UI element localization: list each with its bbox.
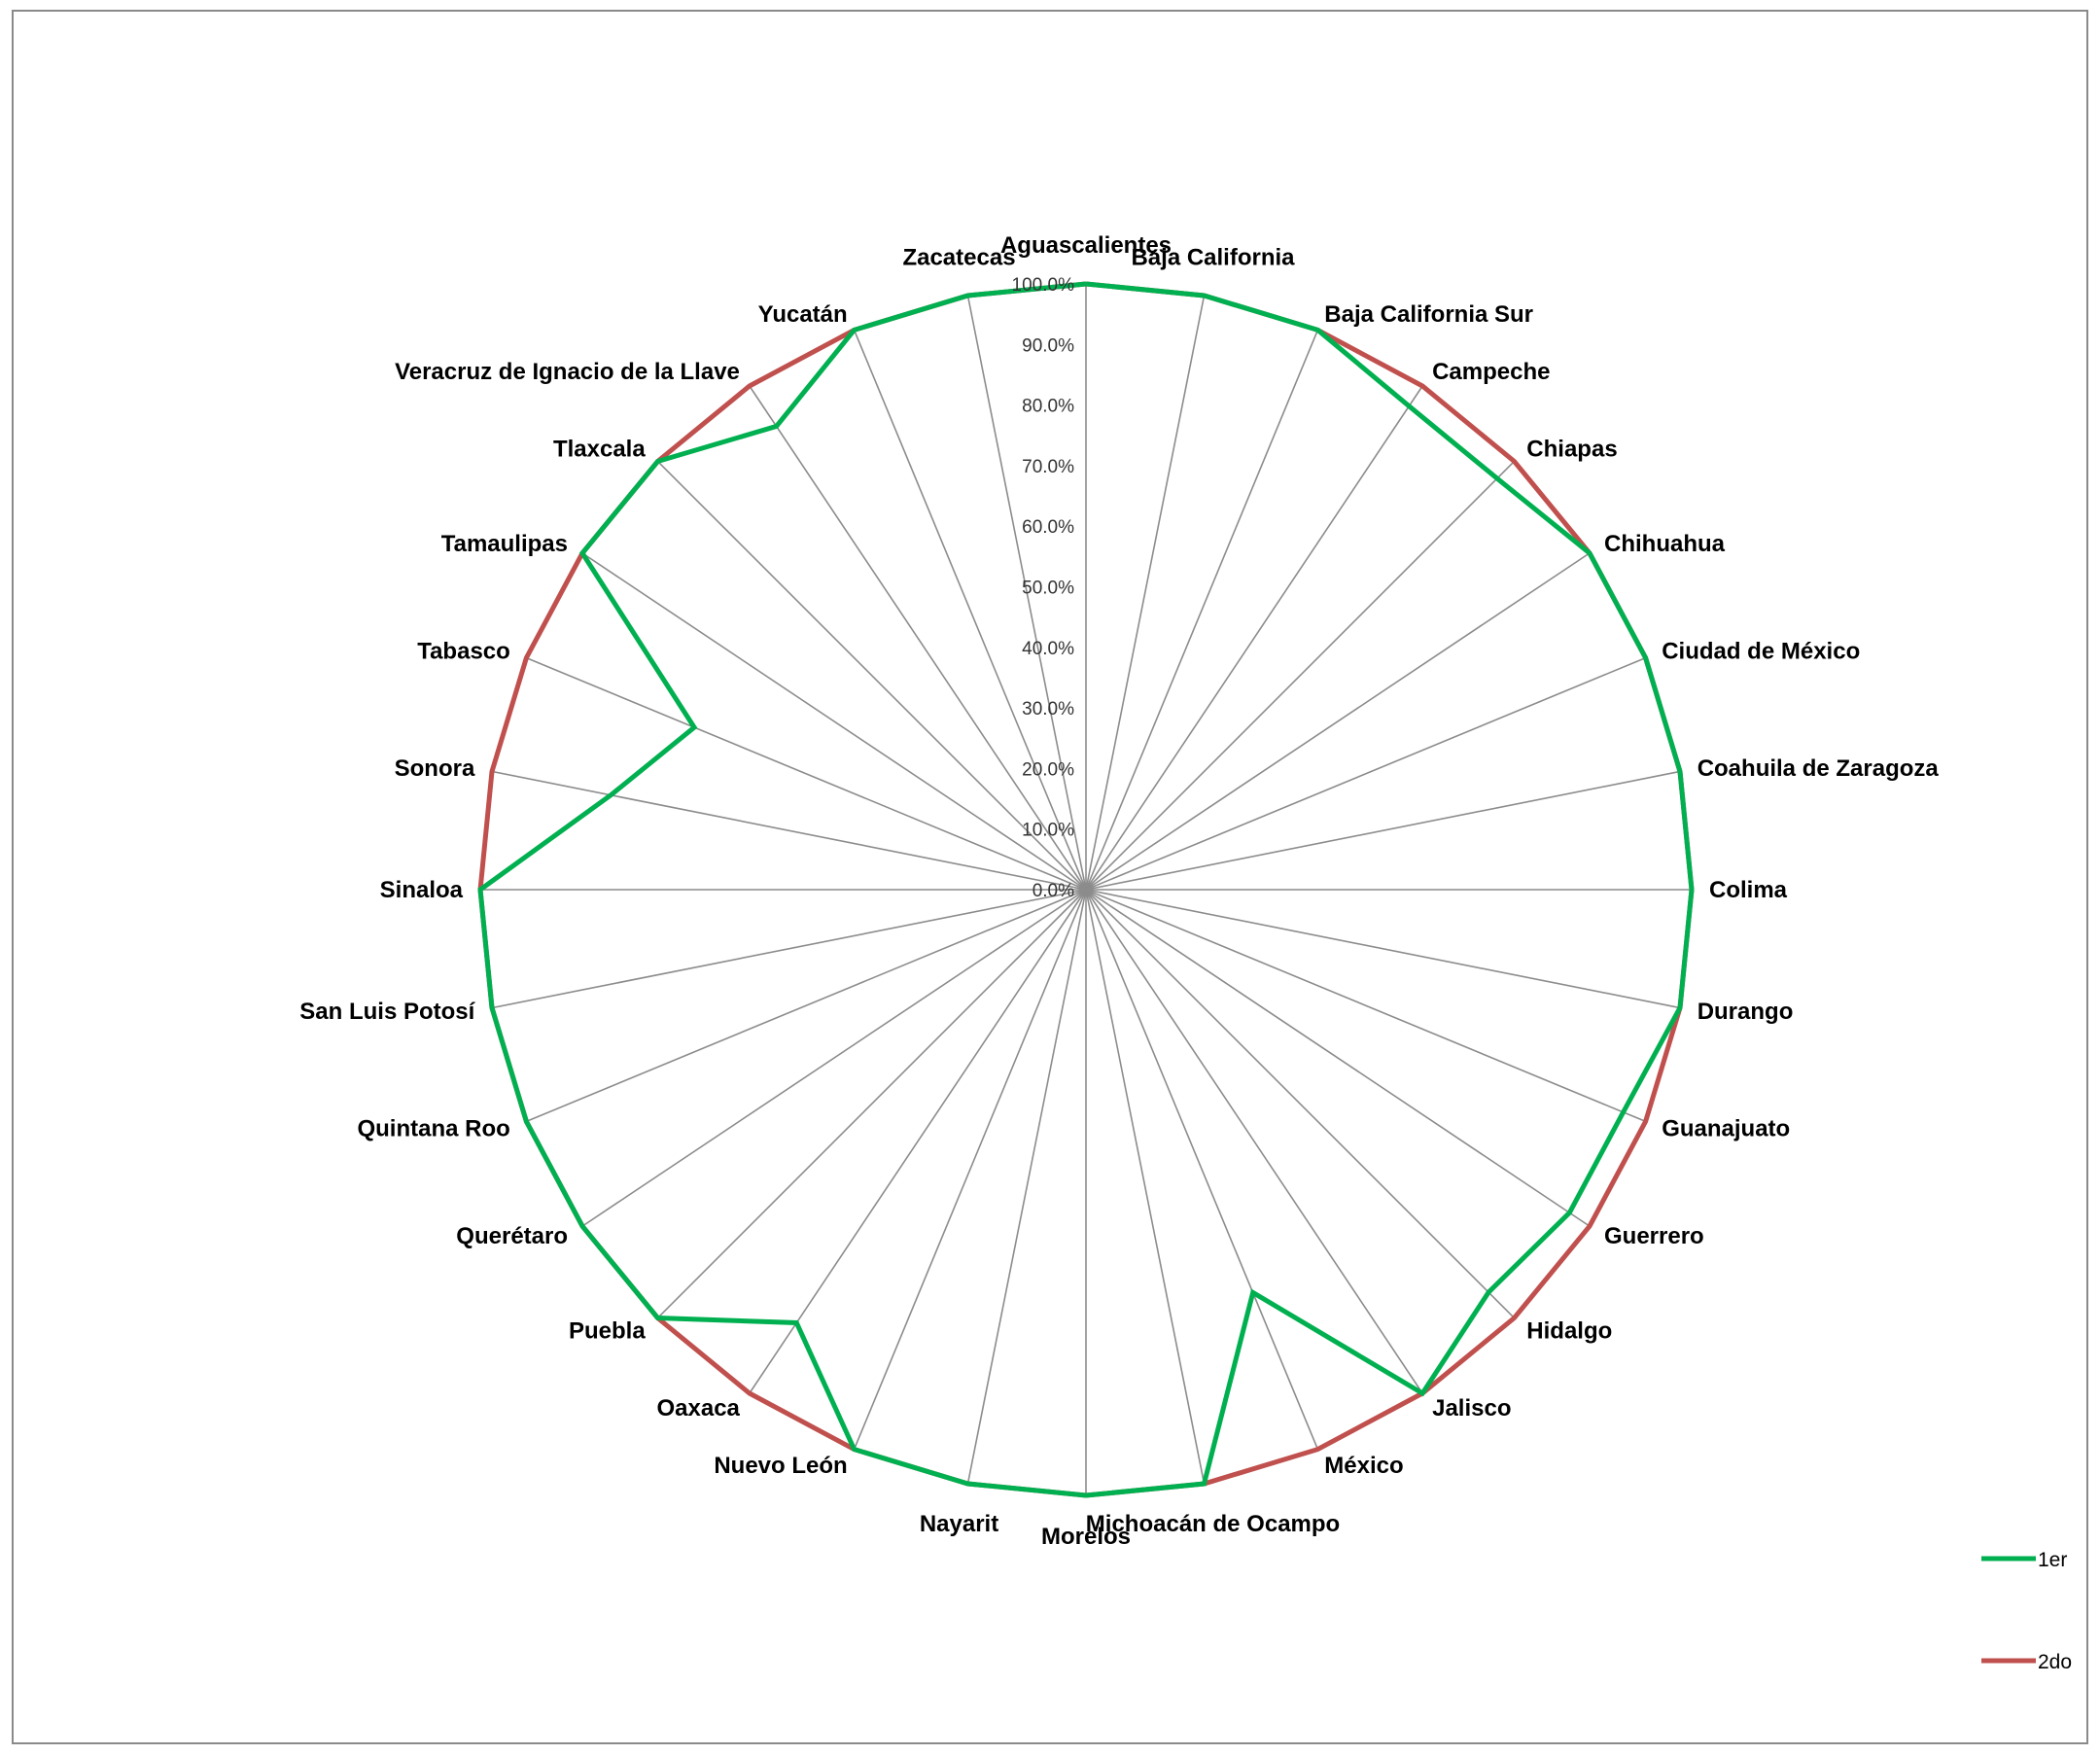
category-label: Jalisco xyxy=(1432,1395,1511,1422)
radar-spoke xyxy=(1085,656,1646,891)
radar-spoke xyxy=(1085,552,1591,891)
radar-spoke xyxy=(491,770,1087,891)
radar-spoke xyxy=(1085,385,1423,891)
radar-spoke xyxy=(656,460,1087,891)
legend-label: 1er xyxy=(2038,1549,2067,1571)
radar-spoke xyxy=(1085,295,1206,891)
category-label: Yucatán xyxy=(758,301,848,328)
chart-frame: 0.0% 10.0% 20.0% 30.0% 40.0% 50.0% 60.0% 70.0% 8… xyxy=(12,10,2088,1744)
category-label: Guanajuato xyxy=(1662,1115,1790,1141)
radial-tick-labels: 0.0% 10.0% 20.0% 30.0% 40.0% 50.0% 60.0% 70.0% 8… xyxy=(1012,275,1075,901)
radar-spoke xyxy=(853,889,1087,1450)
category-label: Puebla xyxy=(569,1317,646,1344)
tick-label: 40.0% xyxy=(1022,639,1074,659)
tick-label: 100.0% xyxy=(1012,275,1075,296)
radar-spoke xyxy=(749,889,1087,1394)
category-label: México xyxy=(1324,1453,1403,1479)
category-label: Tlaxcala xyxy=(553,437,646,463)
legend: 1er 2do xyxy=(1981,1549,2072,1673)
category-label: Aguascalientes xyxy=(1000,232,1172,259)
category-label: Baja California Sur xyxy=(1324,301,1533,328)
radar-spoke xyxy=(749,385,1087,891)
category-label: San Luis Potosí xyxy=(299,999,475,1025)
radar-spoke xyxy=(1085,889,1516,1319)
radar-spoke xyxy=(966,889,1087,1485)
category-label: Durango xyxy=(1698,999,1794,1025)
radar-spoke xyxy=(1085,889,1319,1450)
radar-spoke xyxy=(1085,330,1319,891)
radar-spokes xyxy=(480,284,1692,1495)
category-label: Coahuila de Zaragoza xyxy=(1698,755,1940,782)
radar-spoke xyxy=(1085,770,1681,891)
category-label: Querétaro xyxy=(456,1223,568,1249)
category-label: Oaxaca xyxy=(656,1395,740,1422)
radar-spoke xyxy=(526,889,1087,1123)
category-label: Baja California xyxy=(1131,245,1295,271)
tick-label: 60.0% xyxy=(1022,517,1074,538)
category-label: Campeche xyxy=(1432,359,1550,385)
category-label: Tabasco xyxy=(417,639,510,665)
tick-label: 30.0% xyxy=(1022,699,1074,720)
tick-label: 70.0% xyxy=(1022,457,1074,477)
category-label: Tamaulipas xyxy=(441,531,568,557)
radar-spoke xyxy=(966,295,1087,891)
radar-series xyxy=(477,281,1695,1498)
radar-spoke xyxy=(1085,889,1681,1009)
category-label: Ciudad de México xyxy=(1662,639,1860,665)
category-label: Colima xyxy=(1709,877,1788,903)
radar-spoke xyxy=(1085,460,1516,891)
radar-spoke xyxy=(1085,889,1646,1123)
category-label: Sonora xyxy=(395,755,475,782)
category-label: Morelos xyxy=(1041,1524,1131,1550)
tick-label: 50.0% xyxy=(1022,579,1074,599)
radar-spoke xyxy=(581,552,1087,891)
category-label: Guerrero xyxy=(1604,1223,1704,1249)
category-label: Nuevo León xyxy=(714,1453,847,1479)
category-label: Sinaloa xyxy=(380,877,464,903)
radar-spoke xyxy=(853,330,1087,891)
tick-label: 0.0% xyxy=(1032,881,1074,901)
category-label: Chihuahua xyxy=(1604,531,1726,557)
category-label: Nayarit xyxy=(920,1511,998,1537)
tick-label: 80.0% xyxy=(1022,397,1074,417)
category-label: Michoacán de Ocampo xyxy=(1086,1511,1340,1537)
radar-spoke xyxy=(1085,889,1591,1227)
legend-label: 2do xyxy=(2038,1651,2072,1673)
category-label: Veracruz de Ignacio de la Llave xyxy=(395,359,740,385)
category-label: Zacatecas xyxy=(902,245,1015,271)
category-label: Chiapas xyxy=(1526,437,1617,463)
radar-spoke xyxy=(1085,889,1206,1485)
radar-spoke xyxy=(491,889,1087,1009)
radar-spoke xyxy=(656,889,1087,1319)
category-label: Quintana Roo xyxy=(357,1115,509,1141)
category-label: Hidalgo xyxy=(1526,1317,1612,1344)
radar-spoke xyxy=(581,889,1087,1227)
tick-label: 10.0% xyxy=(1022,821,1074,841)
radar-spoke xyxy=(1085,889,1423,1394)
radar-spoke xyxy=(526,656,1087,891)
series-line-1er xyxy=(477,281,1695,1498)
tick-label: 90.0% xyxy=(1022,335,1074,356)
tick-label: 20.0% xyxy=(1022,759,1074,780)
radar-chart: 0.0% 10.0% 20.0% 30.0% 40.0% 50.0% 60.0% 70.0% 8… xyxy=(299,232,2072,1673)
